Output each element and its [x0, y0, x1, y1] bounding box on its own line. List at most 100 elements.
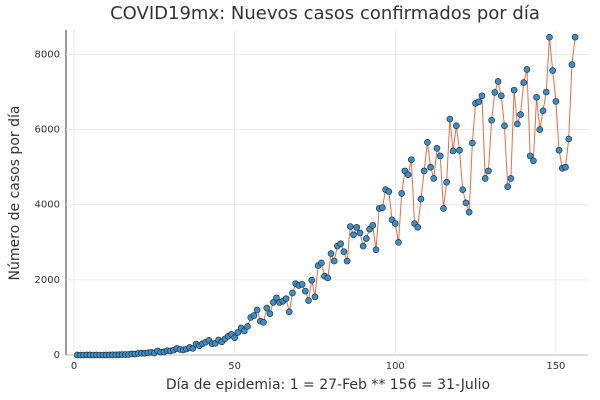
data-point	[504, 183, 511, 190]
data-point	[420, 167, 428, 175]
data-point	[282, 295, 290, 302]
data-point	[462, 199, 470, 207]
data-point	[372, 246, 380, 254]
data-point	[302, 287, 309, 295]
data-point	[497, 92, 505, 100]
data-point	[520, 79, 528, 86]
data-point	[523, 66, 531, 73]
data-point	[318, 259, 325, 267]
data-point	[475, 98, 483, 106]
data-point	[363, 235, 370, 242]
y-tick-label: 6000	[35, 125, 60, 136]
data-point	[417, 195, 425, 203]
data-point	[542, 88, 550, 96]
data-point	[289, 289, 296, 297]
data-point	[359, 242, 367, 250]
data-point	[298, 281, 306, 288]
data-point	[440, 205, 447, 212]
data-point	[488, 116, 495, 124]
data-point	[353, 223, 361, 231]
x-tick-label: 100	[386, 361, 405, 372]
data-point	[350, 231, 357, 239]
y-tick-label: 8000	[35, 49, 60, 60]
data-point	[260, 319, 267, 326]
data-point	[481, 175, 489, 182]
data-point	[340, 248, 348, 255]
data-point	[446, 115, 454, 123]
data-point	[571, 33, 579, 41]
data-point	[562, 163, 569, 171]
data-point	[485, 167, 492, 175]
data-point	[436, 152, 444, 160]
data-point	[565, 135, 573, 143]
data-point	[250, 312, 258, 319]
x-tick-label: 0	[71, 361, 77, 372]
data-point	[568, 61, 576, 68]
data-line	[77, 37, 576, 356]
data-point	[234, 329, 242, 336]
data-point	[507, 175, 515, 182]
data-point	[337, 240, 344, 248]
data-point	[356, 229, 364, 237]
data-point	[533, 93, 540, 101]
data-point	[408, 156, 415, 163]
data-point	[398, 190, 405, 197]
data-point	[244, 323, 251, 330]
data-point	[549, 67, 556, 74]
data-point	[459, 186, 467, 193]
data-point	[285, 308, 293, 316]
data-point	[253, 306, 261, 314]
data-point	[517, 111, 524, 118]
data-point	[391, 220, 399, 227]
data-point	[266, 310, 274, 317]
data-point	[414, 223, 422, 231]
data-point	[240, 327, 248, 335]
data-point	[346, 223, 354, 230]
data-point	[536, 126, 544, 133]
data-point	[369, 222, 377, 229]
data-point	[395, 238, 402, 246]
data-point	[465, 208, 473, 216]
data-point	[424, 139, 431, 146]
data-point	[327, 250, 335, 257]
y-axis-label: Número de casos por día	[7, 106, 23, 281]
data-point	[311, 293, 319, 301]
data-point	[491, 89, 499, 96]
data-point	[263, 304, 271, 312]
data-point	[324, 274, 332, 282]
data-point	[430, 175, 438, 182]
data-point	[456, 146, 463, 154]
data-point	[404, 171, 412, 178]
data-point	[269, 299, 277, 306]
data-point	[478, 92, 486, 100]
x-tick-label: 50	[228, 361, 241, 372]
data-point	[449, 147, 457, 155]
y-tick-label: 2000	[35, 275, 60, 286]
data-point	[514, 120, 521, 128]
y-tick-label: 0	[54, 350, 60, 361]
data-point	[427, 163, 434, 171]
data-point	[555, 146, 563, 154]
data-point	[379, 204, 386, 212]
data-point	[552, 98, 560, 105]
x-tick-label: 150	[546, 361, 565, 372]
data-point	[539, 107, 547, 115]
data-point	[530, 157, 537, 165]
data-point	[433, 145, 441, 152]
data-point	[308, 276, 316, 284]
data-point	[305, 297, 312, 304]
data-point	[452, 122, 460, 130]
data-point	[546, 33, 553, 41]
data-point	[443, 178, 450, 186]
data-point	[330, 257, 338, 265]
data-point	[469, 139, 476, 147]
data-point	[273, 294, 280, 302]
data-point	[526, 152, 534, 160]
x-axis-label: Día de epidemia: 1 = 27-Feb ** 156 = 31-…	[166, 377, 490, 393]
data-point	[510, 86, 518, 94]
y-tick-label: 4000	[35, 200, 60, 211]
data-point	[385, 188, 393, 195]
chart-title: COVID19mx: Nuevos casos confirmados por …	[110, 3, 540, 24]
